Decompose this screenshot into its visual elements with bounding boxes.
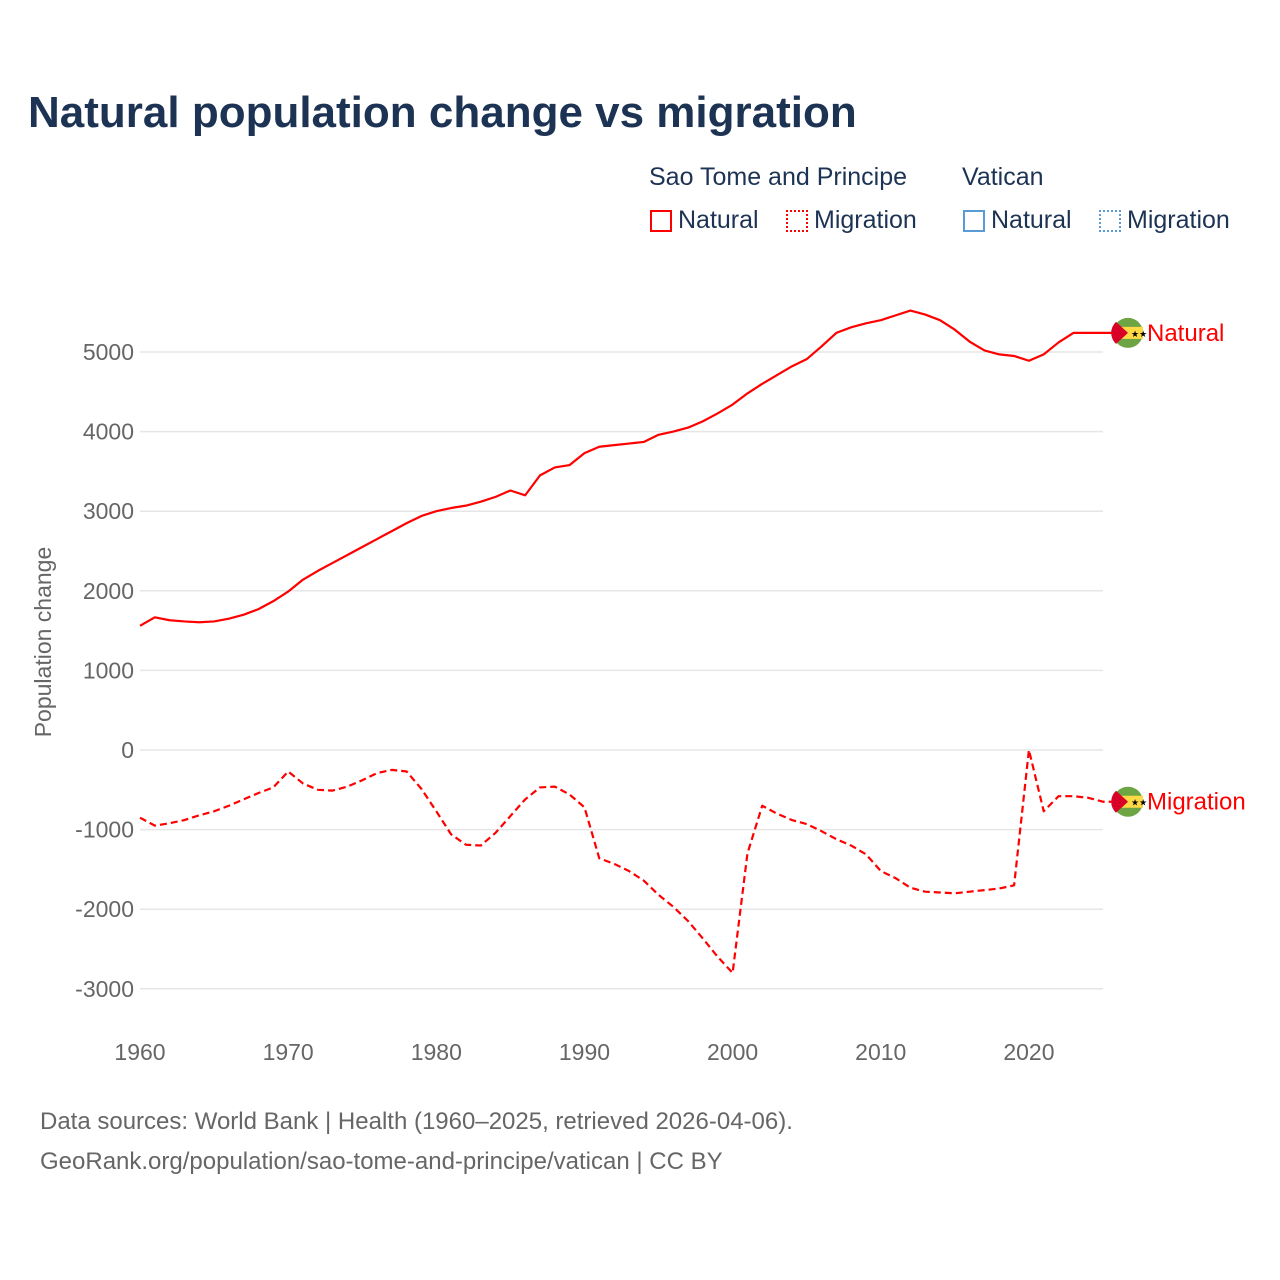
chart-title: Natural population change vs migration [28, 88, 857, 137]
legend-group-vatican: Vatican [962, 163, 1044, 191]
flag-stars: ★★ [1131, 329, 1147, 339]
series-line-migration [139, 748, 1113, 974]
x-tick-label: 2000 [707, 1039, 758, 1065]
series-line-natural [139, 309, 1113, 627]
legend-item-vatican-natural[interactable]: Natural [963, 206, 1072, 235]
y-tick-label: -3000 [75, 976, 134, 1002]
y-tick-label: 1000 [83, 657, 134, 683]
legend-swatch-solid [650, 209, 672, 232]
legend-swatch-dotted [786, 209, 808, 232]
x-tick-label: 1960 [114, 1039, 165, 1065]
x-tick-label: 1980 [411, 1039, 462, 1065]
x-tick-label: 2020 [1003, 1039, 1054, 1065]
y-tick-label: 0 [121, 737, 134, 763]
legend-item-stp-migration[interactable]: Migration [786, 206, 917, 235]
source-line-1: Data sources: World Bank | Health (1960–… [40, 1108, 793, 1135]
y-tick-label: 2000 [83, 578, 134, 604]
y-axis-label: Population change [30, 547, 56, 738]
y-tick-label: -1000 [75, 817, 134, 843]
source-line-2[interactable]: GeoRank.org/population/sao-tome-and-prin… [40, 1148, 723, 1175]
x-tick-label: 1990 [559, 1039, 610, 1065]
y-tick-label: 3000 [83, 498, 134, 524]
legend-label: Migration [814, 206, 917, 234]
legend-label: Natural [991, 206, 1072, 234]
flag-triangle [1111, 321, 1128, 344]
y-tick-label: -2000 [75, 896, 134, 922]
y-tick-label: 4000 [83, 419, 134, 445]
flag-icon: ★★ [1111, 317, 1147, 348]
legend-group-sao-tome: Sao Tome and Principe [649, 163, 908, 191]
flag-icon: ★★ [1111, 786, 1147, 817]
x-tick-label: 2010 [855, 1039, 906, 1065]
legend-label: Migration [1127, 206, 1230, 234]
legend-item-vatican-migration[interactable]: Migration [1099, 206, 1230, 235]
flag-triangle [1111, 790, 1128, 813]
end-label-natural: Natural [1147, 320, 1224, 347]
legend-swatch-solid [963, 209, 985, 232]
end-label-migration: Migration [1147, 789, 1246, 816]
legend-item-stp-natural[interactable]: Natural [650, 206, 759, 235]
y-tick-label: 5000 [83, 339, 134, 365]
legend-swatch-dotted [1099, 209, 1121, 232]
legend-label: Natural [678, 206, 759, 234]
flag-stars: ★★ [1131, 798, 1147, 808]
x-tick-label: 1970 [263, 1039, 314, 1065]
